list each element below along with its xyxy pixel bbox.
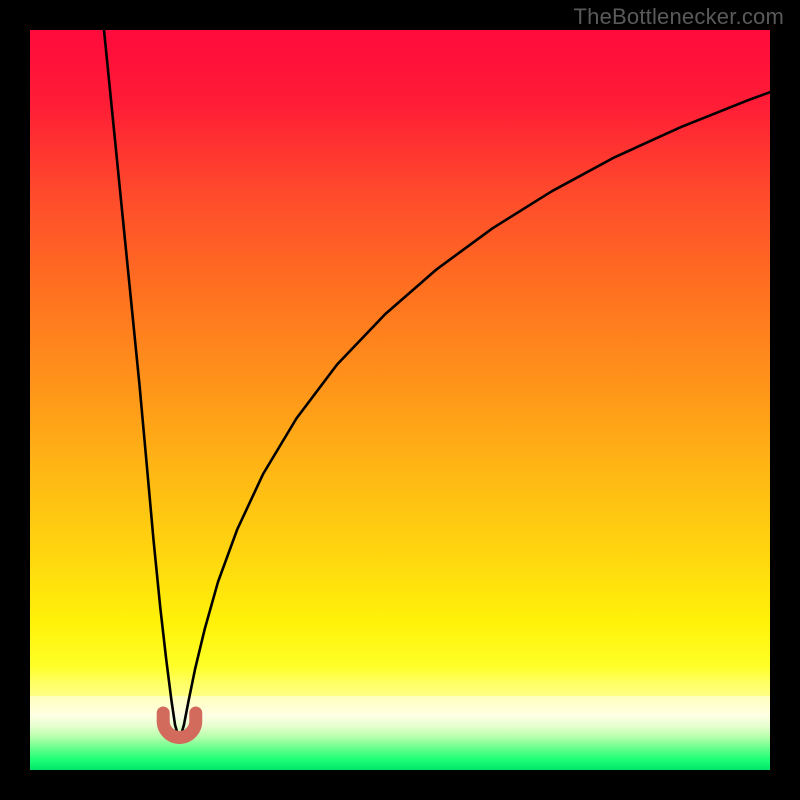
optimal-marker — [163, 713, 196, 737]
curve-path — [104, 30, 770, 737]
plot-area — [30, 30, 770, 770]
watermark-text: TheBottlenecker.com — [574, 4, 784, 30]
bottleneck-curve — [30, 30, 770, 770]
